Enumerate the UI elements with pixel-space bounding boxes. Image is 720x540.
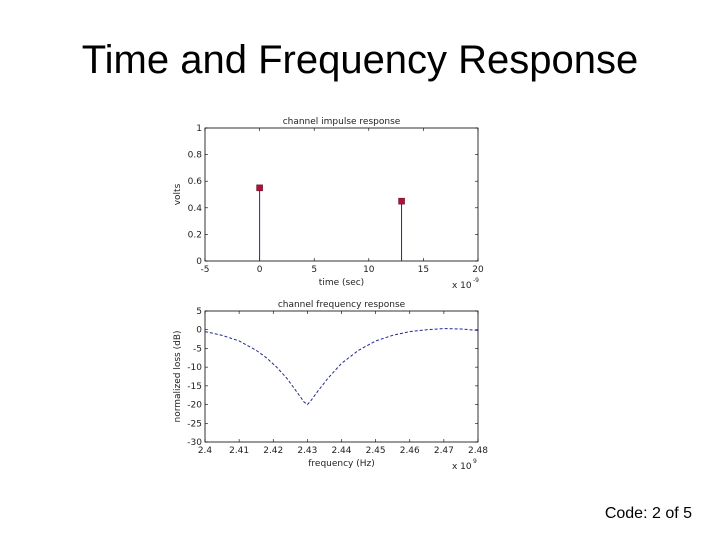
x-tick-label: 20 <box>472 265 484 275</box>
y-tick-label: -30 <box>187 438 202 448</box>
x-tick-label: 2.43 <box>297 446 317 456</box>
x-multiplier-label: x 10 <box>452 462 472 472</box>
code-footer: Code: 2 of 5 <box>604 505 692 522</box>
x-axis-label: time (sec) <box>319 278 364 288</box>
slide-title: Time and Frequency Response <box>81 38 639 82</box>
plot-frame <box>204 310 479 443</box>
frequency-response-line <box>204 328 479 406</box>
x-tick-label: 2.46 <box>400 446 420 456</box>
x-tick-label: 2.45 <box>366 446 386 456</box>
y-tick-label: 0.4 <box>188 204 203 214</box>
x-multiplier-exponent: 9 <box>473 458 477 465</box>
x-tick-label: 2.42 <box>263 446 283 456</box>
x-tick-label: -5 <box>201 265 210 275</box>
y-tick-label: 0 <box>196 326 202 336</box>
y-tick-label: 1 <box>196 124 202 134</box>
y-axis-label: normalized loss (dB) <box>173 330 183 422</box>
impulse-marker <box>398 197 405 205</box>
y-tick-label: 0 <box>196 257 202 267</box>
y-tick-label: -5 <box>193 344 202 354</box>
x-multiplier-label: x 10 <box>452 281 472 291</box>
x-multiplier-exponent: -9 <box>473 277 479 284</box>
x-tick-label: 2.44 <box>331 446 351 456</box>
impulse-marker <box>256 184 263 192</box>
chart-title: channel frequency response <box>278 300 406 310</box>
y-axis-label: volts <box>173 183 183 205</box>
chart-2: channel frequency response 2.4 2.41 2.42 2.4… <box>173 300 488 472</box>
x-tick-label: 15 <box>418 265 429 275</box>
y-tick-label: 0.2 <box>188 230 202 240</box>
x-tick-label: 2.47 <box>434 446 454 456</box>
y-tick-label: 0.8 <box>188 151 203 161</box>
x-tick-label: 2.48 <box>468 446 488 456</box>
chart-1: channel impulse response-5 0 5 10 15 2000.20.… <box>173 117 484 291</box>
x-axis-label: frequency (Hz) <box>308 459 375 469</box>
x-tick-label: 2.41 <box>229 446 249 456</box>
y-tick-label: -10 <box>187 363 202 373</box>
y-tick-label: 0.6 <box>188 177 203 187</box>
y-tick-label: 5 <box>196 307 202 317</box>
x-tick-label: 5 <box>311 265 317 275</box>
y-tick-label: -15 <box>187 382 202 392</box>
x-tick-label: 0 <box>257 265 263 275</box>
plot-frame <box>204 127 479 262</box>
x-tick-label: 2.4 <box>198 446 213 456</box>
chart-title: channel impulse response <box>283 117 401 127</box>
x-tick-label: 10 <box>363 265 375 275</box>
y-tick-label: -20 <box>187 401 202 411</box>
y-tick-label: -25 <box>187 419 202 429</box>
